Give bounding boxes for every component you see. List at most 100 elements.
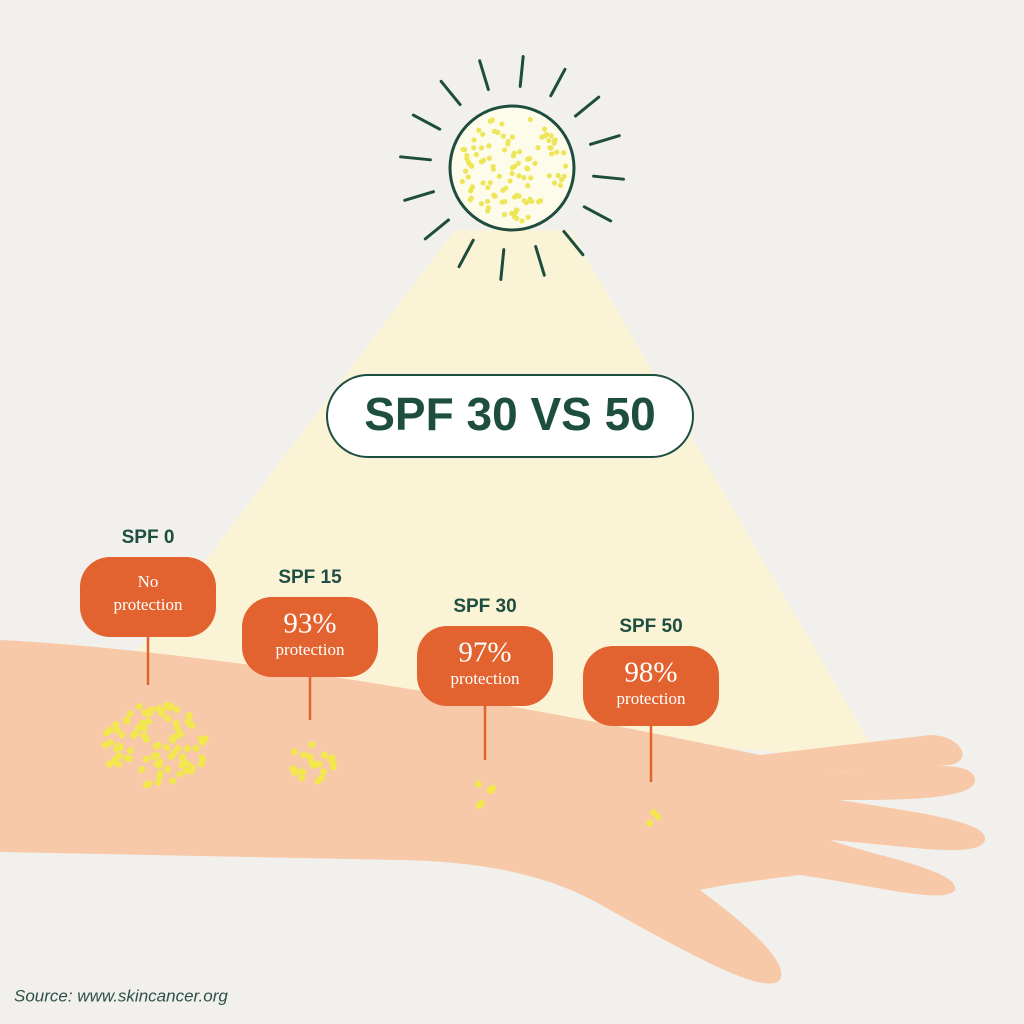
sun-dot [502,199,508,205]
uv-dot [130,731,137,739]
sun-ray [582,205,613,223]
uv-dot [646,819,653,827]
sun-ray [478,59,490,91]
sun-dot [485,205,492,211]
uv-dot [123,717,131,725]
uv-dot [329,759,337,767]
uv-dot [299,768,307,776]
uv-dot [289,765,297,773]
sun-dot [547,145,553,151]
sun-ray [562,229,585,257]
sun-dot [538,198,544,204]
uv-dot [184,745,191,752]
sun-dot [509,134,515,140]
uv-dot [115,760,123,768]
sun-ray [573,95,601,118]
sun-dot [525,166,531,172]
uv-dot [169,777,177,785]
uv-dot [154,779,162,786]
sun-dot [496,173,503,179]
uv-dot [172,719,180,727]
sun-dot [491,192,497,198]
bubble-line: protection [276,640,345,659]
uv-dot [103,729,110,737]
uv-dot [140,732,148,740]
sun-dot [464,152,470,159]
sun-ray [439,79,462,107]
sun-ray [411,113,442,131]
uv-dot [155,705,163,712]
uv-dot [188,764,196,772]
sun-dot [478,145,485,151]
sun-dot [514,215,520,222]
sun-dot [561,173,567,179]
sun-ray [499,248,506,281]
sun-dot [546,137,552,144]
spf-label: SPF 15 [278,567,342,588]
sun-ray [403,190,435,202]
sun-dot [509,170,515,177]
sun-dot [532,160,538,167]
uv-dot [141,709,149,717]
uv-dot [298,774,306,782]
sun-dot [487,180,493,186]
sun-dot [521,175,527,181]
sun-dot [478,201,485,207]
bubble [80,557,216,637]
sun-dot [555,173,561,179]
arm [0,640,986,984]
sun-dot [499,121,505,127]
uv-dot [150,753,158,760]
uv-dot [118,731,126,738]
uv-dot [147,706,154,714]
sun-dot [548,151,555,157]
sun-dot [528,175,534,181]
sun-ray [518,55,525,88]
sun-dot [551,140,557,146]
sun-dot [465,174,471,180]
sun-dot [525,214,531,220]
sun-dot [461,147,468,153]
sun-dot [511,150,517,156]
uv-dot [143,781,150,789]
sun-dot [525,183,531,189]
sun-ray [457,238,475,269]
sun-dot [480,157,487,163]
uv-dot [158,710,166,717]
uv-dot [475,780,482,788]
sun [399,55,625,281]
sun-dot [554,149,560,155]
bubble [417,626,553,706]
uv-dot [152,742,160,750]
uv-dot [169,736,176,744]
title: SPF 30 VS 50 [364,388,656,440]
bubble-line: No [138,572,159,591]
uv-dot [155,762,163,769]
uv-dot [135,724,142,732]
sun-dot [562,163,569,169]
uv-dot [654,813,662,821]
sun-dot [505,141,511,147]
sun-dot [473,151,479,158]
sun-ray [534,245,546,277]
sun-ray [549,67,567,98]
uv-dot [314,777,322,785]
bubble-line: protection [451,669,520,688]
sun-dot [484,198,491,204]
sun-ray [399,155,432,162]
uv-dot [167,753,175,761]
bubble [583,646,719,726]
uv-dot [184,760,191,768]
uv-dot [320,751,328,759]
uv-dot [126,747,134,754]
sun-dot [465,159,472,165]
sun-dot [471,137,477,143]
uv-dot [174,745,182,752]
sun-dot [519,218,525,224]
sun-dot [469,184,476,190]
uv-dot [174,725,181,733]
uv-dot [192,744,200,752]
